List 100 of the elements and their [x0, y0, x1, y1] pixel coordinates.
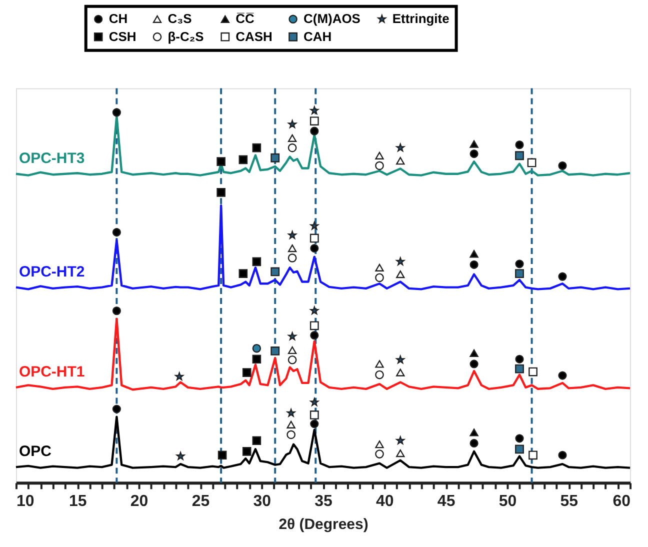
series-label: OPC	[18, 443, 52, 460]
point	[515, 140, 524, 150]
x-tick-label: 25	[192, 493, 210, 510]
point	[375, 273, 384, 282]
point	[242, 447, 252, 456]
point	[238, 269, 248, 278]
series-label: OPC-HT3	[18, 150, 85, 167]
series-label: OPC-HT1	[18, 363, 85, 380]
point	[528, 450, 538, 460]
point	[396, 368, 405, 376]
point	[270, 267, 280, 276]
point	[470, 428, 478, 436]
point	[310, 331, 319, 340]
point	[288, 134, 297, 142]
point	[528, 367, 538, 376]
point	[396, 143, 405, 152]
x-tick-label: 50	[498, 493, 517, 510]
legend-label: CSH	[108, 28, 136, 44]
point	[310, 306, 319, 314]
point	[558, 161, 567, 170]
point	[515, 269, 524, 278]
point	[286, 430, 296, 440]
x-tick-label: 35	[314, 493, 332, 510]
point	[216, 157, 226, 166]
point	[558, 272, 567, 281]
legend-label: C̅C̅	[236, 11, 255, 26]
point	[288, 332, 296, 340]
point	[112, 306, 121, 316]
point	[288, 346, 297, 354]
legend-label: β-C₂S	[168, 28, 204, 44]
point	[527, 158, 536, 168]
point	[375, 360, 384, 368]
point	[515, 434, 524, 443]
x-tick-label: 10	[16, 493, 34, 510]
point	[515, 444, 524, 454]
point	[310, 222, 319, 230]
point	[288, 143, 297, 152]
point	[310, 321, 319, 330]
point	[375, 152, 384, 160]
point	[252, 143, 262, 152]
point	[470, 149, 478, 158]
point	[396, 436, 405, 444]
point	[218, 450, 227, 460]
point	[375, 161, 384, 170]
point	[396, 449, 405, 458]
point	[558, 371, 567, 380]
point	[375, 264, 384, 272]
point	[515, 354, 524, 364]
legend-label: C₃S	[168, 11, 192, 26]
point	[470, 360, 478, 368]
x-tick-label: 15	[68, 493, 87, 510]
point	[252, 436, 262, 446]
legend-label: CAH	[304, 28, 332, 44]
series-label: OPC-HT2	[18, 263, 85, 280]
x-tick-label: 60	[612, 493, 631, 510]
point	[112, 228, 121, 237]
point	[396, 257, 405, 266]
point	[310, 410, 319, 420]
point	[252, 354, 262, 364]
point	[310, 398, 319, 406]
point	[375, 450, 384, 458]
point	[470, 140, 478, 148]
point	[112, 404, 121, 414]
x-axis-title: 2θ (Degrees)	[278, 516, 368, 534]
point	[286, 420, 296, 428]
point	[310, 126, 319, 136]
point	[515, 364, 524, 374]
point	[252, 344, 262, 353]
point	[310, 116, 319, 126]
point	[558, 450, 567, 460]
point	[242, 368, 252, 377]
point	[470, 349, 478, 358]
point	[288, 244, 297, 252]
point	[470, 250, 478, 258]
point	[310, 244, 319, 253]
point	[375, 440, 384, 448]
x-tick-label: 40	[376, 493, 394, 510]
point	[375, 370, 384, 380]
point	[288, 355, 297, 364]
point	[270, 346, 280, 356]
point	[176, 452, 185, 460]
point	[310, 234, 319, 243]
x-tick-label: 55	[560, 493, 578, 510]
point	[238, 155, 248, 164]
point	[396, 270, 405, 278]
point	[515, 260, 524, 268]
point	[252, 257, 262, 266]
point	[288, 254, 297, 262]
point	[216, 188, 226, 197]
point	[396, 157, 405, 165]
point	[175, 372, 184, 380]
point	[470, 260, 478, 269]
point	[270, 153, 280, 162]
point	[470, 438, 478, 448]
point	[286, 408, 296, 417]
x-tick-label: 20	[130, 493, 148, 510]
legend-label: Ettringite	[392, 11, 450, 26]
x-tick-label: 30	[253, 493, 272, 510]
legend-label: CASH	[236, 28, 272, 44]
x-tick-label: 45	[437, 493, 456, 510]
